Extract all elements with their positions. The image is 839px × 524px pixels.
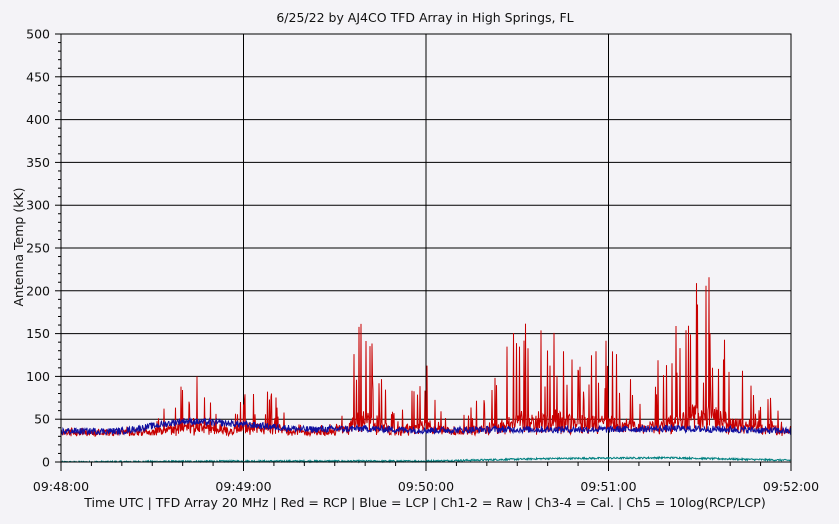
- chart-title: 6/25/22 by AJ4CO TFD Array in High Sprin…: [276, 10, 573, 25]
- x-tick-label: 09:48:00: [33, 479, 89, 494]
- y-tick-label: 450: [26, 69, 50, 84]
- x-tick-label: 09:51:00: [580, 479, 636, 494]
- plot-border: [60, 33, 792, 463]
- y-tick-label: 350: [26, 155, 50, 170]
- lcp-line: [60, 417, 792, 436]
- y-tick-label: 500: [26, 27, 50, 42]
- series-lcp: [60, 417, 792, 436]
- x-tick-label: 09:50:00: [398, 479, 454, 494]
- series-ratio: [60, 455, 792, 464]
- y-tick-label: 300: [26, 198, 50, 213]
- y-tick-label: 250: [26, 241, 50, 256]
- y-axis-label: Antenna Temp (kK): [11, 187, 26, 306]
- plot-frame: [60, 33, 792, 463]
- y-tick-label: 150: [26, 326, 50, 341]
- series-rcp: [60, 277, 792, 438]
- x-tick-label: 09:49:00: [215, 479, 271, 494]
- x-tick-label: 09:52:00: [763, 479, 819, 494]
- x-axis-ticks: 09:48:00 09:49:00 09:50:00 09:51:00 09:52:00: [33, 462, 819, 494]
- y-tick-label: 50: [34, 412, 50, 427]
- y-tick-label: 0: [42, 455, 50, 470]
- x-axis-label: Time UTC | TFD Array 20 MHz | Red = RCP …: [83, 495, 765, 510]
- y-axis-ticks: 0 50 100 150 200 250 300 350 400 450 500: [26, 27, 61, 470]
- ratio-line: [60, 455, 792, 464]
- rcp-line: [60, 277, 792, 438]
- y-tick-label: 200: [26, 283, 50, 298]
- y-tick-label: 100: [26, 369, 50, 384]
- y-tick-label: 400: [26, 112, 50, 127]
